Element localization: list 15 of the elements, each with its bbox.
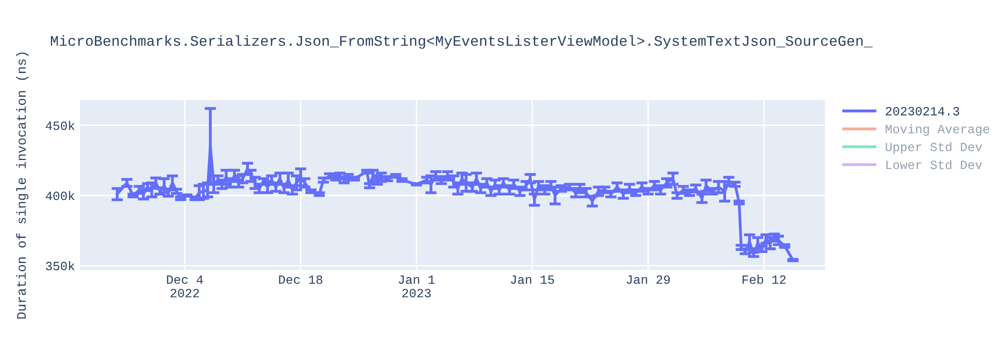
- y-tick-label: 450k: [46, 120, 74, 130]
- legend-label: 20230214.3: [886, 106, 960, 116]
- x-tick-label: Jan 29: [626, 275, 670, 284]
- legend-label: Moving Average: [886, 124, 990, 136]
- y-tick-label: 400k: [46, 190, 74, 200]
- chart-title: MicroBenchmarks.Serializers.Json_FromString<MyEventsListerViewModel>.SystemTextJson_SourceGen_: [50, 35, 873, 49]
- x-tick-label: Feb 12: [742, 274, 786, 284]
- legend-label: Upper Std Dev: [886, 142, 982, 154]
- y-axis-title: Duration of single invocation (ns): [16, 52, 28, 319]
- legend-label: Lower Std Dev: [886, 160, 982, 170]
- x-tick-label: Dec 18: [279, 275, 322, 284]
- x-tick-label: Jan 15: [510, 276, 554, 284]
- x-tick-label: Dec 4 2022: [167, 276, 203, 298]
- y-tick-label: 350k: [46, 261, 74, 270]
- x-tick-label: Jan 1 2023: [398, 276, 435, 298]
